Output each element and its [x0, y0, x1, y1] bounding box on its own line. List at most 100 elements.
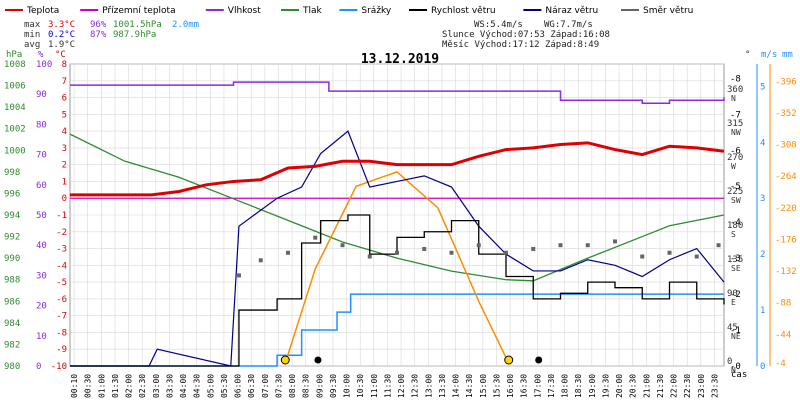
- x-tick-label: 00:30: [84, 374, 93, 398]
- tick-humidity: 90: [36, 90, 47, 100]
- wind-direction-point: [694, 254, 699, 259]
- tick-humidity: 70: [36, 151, 47, 161]
- series-speed: [70, 214, 725, 367]
- tick-temperature: 3: [62, 144, 67, 154]
- x-tick-label: 13:30: [438, 374, 447, 398]
- tick-pressure: 990: [4, 254, 20, 264]
- x-tick-label: 15:00: [479, 374, 488, 398]
- x-tick-label: 16:30: [520, 374, 529, 398]
- x-tick-label: 20:30: [629, 374, 638, 398]
- tick-temperature: 2: [62, 161, 67, 171]
- tick-pressure: 1004: [4, 103, 26, 113]
- tick-humidity: 60: [36, 181, 47, 191]
- legend: Teplota Přízemní teplota Vlhkost Tlak Srážky…: [5, 6, 693, 16]
- tick-humidity: 100: [36, 60, 52, 70]
- wind-direction-point: [531, 246, 536, 251]
- tick-temperature: -10: [51, 362, 67, 372]
- tick-temperature: 1: [62, 177, 67, 187]
- legend-label-4: Srážky: [361, 6, 392, 16]
- tick-pressure: 1002: [4, 125, 26, 135]
- tick-precip: -7: [730, 110, 741, 120]
- moonset-marker: [314, 356, 322, 364]
- tick-humidity: 80: [36, 120, 47, 130]
- wind-direction-point: [716, 243, 721, 248]
- legend-label-1: Přízemní teplota: [102, 6, 175, 16]
- tick-direction: 0: [727, 357, 732, 367]
- sunrise-marker: [280, 355, 290, 365]
- tick-direction-label: S: [731, 230, 736, 239]
- x-tick-label: 17:30: [547, 374, 556, 398]
- wind-direction-point: [667, 250, 672, 255]
- stats-block: max 3.3°C 96% 1001.5hPa 2.0mm min 0.2°C …: [24, 20, 199, 50]
- x-tick-label: 08:00: [288, 374, 297, 398]
- tick-pressure: 996: [4, 189, 20, 199]
- legend-label-5: Rychlost větru: [431, 6, 496, 16]
- tick-temperature: 0: [62, 194, 67, 204]
- tick-temperature: -7: [56, 312, 67, 322]
- wind-direction-point: [476, 243, 481, 248]
- tick-pressure: 998: [4, 168, 20, 178]
- wind-gust-info: WG:7.7m/s: [544, 20, 593, 30]
- legend-label-7: Směr větru: [643, 6, 693, 16]
- legend-label-0: Teplota: [26, 6, 59, 16]
- tick-temperature: -5: [56, 278, 67, 288]
- stats-max-label: max: [24, 20, 41, 30]
- tick-temperature: -9: [56, 345, 67, 355]
- wind-direction-point: [258, 258, 263, 263]
- tick-direction: 270: [727, 153, 743, 163]
- x-tick-label: 07:00: [261, 374, 270, 398]
- tick-pressure: 1006: [4, 82, 26, 92]
- grid: [69, 63, 725, 367]
- tick-humidity: 0: [36, 362, 41, 372]
- legend-label-2: Vlhkost: [228, 6, 261, 16]
- tick-sun: -44: [775, 330, 791, 340]
- series-temperature: [70, 141, 725, 197]
- tick-direction-label: SE: [731, 264, 741, 273]
- tick-pressure: 986: [4, 297, 20, 307]
- unit-degc: °C: [55, 50, 66, 60]
- tick-direction: 135: [727, 255, 743, 265]
- tick-sun: -396: [775, 77, 797, 87]
- unit-ms: m/s: [761, 50, 777, 60]
- series-sun: [284, 171, 510, 364]
- tick-windspeed: 2: [760, 250, 765, 260]
- tick-precip: -0: [730, 362, 741, 372]
- tick-windspeed: 3: [760, 194, 765, 204]
- tick-pressure: 1008: [4, 60, 26, 70]
- tick-temperature: -4: [56, 261, 67, 271]
- unit-hpa: hPa: [6, 50, 22, 60]
- stats-min-pres: 987.9hPa: [113, 30, 156, 40]
- tick-precip: -3: [730, 254, 741, 264]
- x-tick-label: 14:00: [452, 374, 461, 398]
- tick-windspeed: 1: [760, 306, 765, 316]
- unit-pct: %: [38, 50, 44, 60]
- legend-label-6: Náraz větru: [545, 6, 598, 16]
- x-tick-label: 12:30: [411, 374, 420, 398]
- wind-direction-point: [236, 273, 241, 278]
- stats-avg-label: avg: [24, 40, 40, 50]
- x-tick-label: 19:30: [601, 374, 610, 398]
- tick-direction-label: SW: [731, 196, 741, 205]
- tick-pressure: 994: [4, 211, 20, 221]
- stats-max-temp: 3.3°C: [48, 20, 75, 30]
- x-tick-label: 10:00: [343, 374, 352, 398]
- tick-direction-label: NW: [731, 128, 741, 137]
- tick-precip: -4: [730, 218, 741, 228]
- tick-temperature: -1: [56, 211, 67, 221]
- x-tick-label: 23:30: [710, 374, 719, 398]
- series-rain: [70, 293, 724, 367]
- tick-direction: 180: [727, 221, 743, 231]
- x-tick-label: 07:30: [274, 374, 283, 398]
- tick-temperature: -2: [56, 228, 67, 238]
- x-tick-label: 04:00: [179, 374, 188, 398]
- x-tick-label: 22:30: [683, 374, 692, 398]
- tick-sun: -132: [775, 267, 797, 277]
- x-tick-label: 09:00: [315, 374, 324, 398]
- x-tick-label: 16:00: [506, 374, 515, 398]
- wind-direction-point: [585, 243, 590, 248]
- x-tick-label: 12:00: [397, 374, 406, 398]
- tick-precip: -8: [730, 74, 741, 84]
- tick-temperature: -8: [56, 328, 67, 338]
- tick-sun: -4: [775, 359, 786, 369]
